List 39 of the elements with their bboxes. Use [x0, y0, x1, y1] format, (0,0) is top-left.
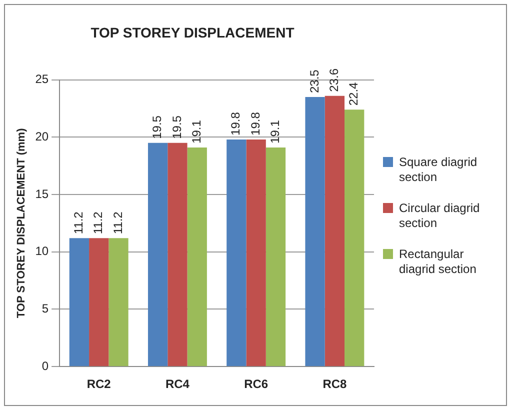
bar: [89, 238, 109, 366]
bar: [226, 139, 246, 366]
data-label: 22.4: [346, 82, 361, 106]
bar: [344, 110, 364, 366]
data-label: 11.2: [110, 211, 125, 234]
bar: [69, 238, 90, 366]
data-label: 11.2: [72, 211, 86, 234]
y-tick-label: 5: [42, 302, 49, 316]
x-tick-label: RC4: [165, 377, 190, 392]
bar: [148, 142, 168, 366]
bar: [168, 142, 188, 366]
data-label: 19.1: [268, 120, 282, 144]
x-tick-label: RC6: [244, 377, 268, 392]
bar: [305, 97, 325, 366]
y-axis-title: TOP STOREY DISPLACEMENT (mm): [16, 128, 28, 318]
y-tick-label: 20: [35, 129, 49, 144]
y-tick-label: 10: [35, 244, 49, 258]
chart-title: TOP STOREY DISPLACEMENT: [90, 24, 295, 40]
legend-label: Square diagrid section: [399, 155, 478, 185]
data-label: 19.8: [228, 112, 243, 136]
legend-label: Rectangular diagrid section: [399, 247, 478, 277]
y-tick-label: 25: [35, 72, 49, 86]
data-label: 19.8: [248, 112, 262, 136]
x-tick-label: RC2: [86, 377, 112, 392]
bar: [108, 238, 128, 366]
bar: [324, 96, 345, 366]
bar: [266, 147, 286, 366]
y-tick-label: 15: [35, 186, 49, 201]
bar: [246, 139, 266, 366]
legend-label: Circular diagrid section: [399, 201, 481, 231]
data-label: 11.2: [91, 211, 106, 234]
data-label: 23.5: [307, 69, 322, 94]
data-label: 19.5: [150, 115, 164, 139]
data-label: 23.6: [327, 68, 342, 92]
bar: [187, 147, 207, 366]
data-label: 19.5: [170, 115, 184, 139]
x-tick-label: RC8: [322, 377, 348, 392]
y-tick-label: 0: [42, 358, 49, 373]
data-label: 19.1: [189, 120, 204, 144]
